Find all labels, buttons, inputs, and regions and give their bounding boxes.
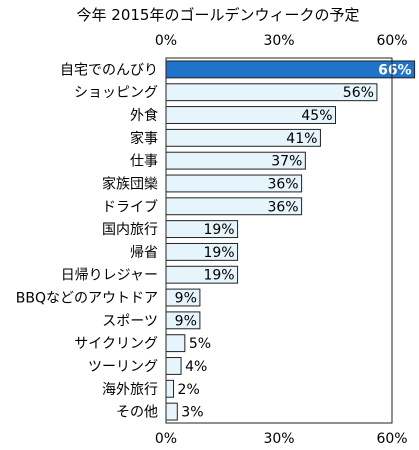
value-label: 9%: [175, 291, 197, 307]
value-label: 37%: [271, 154, 302, 170]
category-label: 日帰りレジャー: [61, 267, 158, 284]
x-tick-label: 0%: [155, 33, 177, 49]
category-label: ショッピング: [74, 85, 158, 101]
category-label: サイクリング: [74, 336, 158, 352]
bar: [165, 357, 182, 375]
x-tick-label: 30%: [263, 33, 294, 49]
x-tick-label: 60%: [376, 431, 407, 447]
x-tick-label: 30%: [263, 431, 294, 447]
value-label: 36%: [267, 199, 298, 215]
bar: [165, 402, 178, 421]
value-labels: 66%56% 45% 41% 37% 36% 36% 19% 19% 19% 9% 9% 5% 4% 2%…: [175, 62, 412, 420]
value-label: 5%: [189, 336, 211, 352]
value-label: 56%: [343, 85, 374, 101]
value-label: 4%: [185, 359, 207, 375]
category-label: BBQなどのアウトドア: [16, 291, 158, 307]
category-label: 海外旅行: [102, 382, 158, 398]
value-label: 19%: [203, 268, 234, 284]
value-label: 2%: [178, 382, 200, 398]
category-label: 自宅でのんびり: [60, 62, 158, 78]
value-label: 36%: [267, 176, 298, 192]
category-label: スポーツ: [102, 313, 158, 329]
value-label: 3%: [181, 405, 203, 421]
category-label: その他: [116, 405, 158, 421]
bar: [165, 334, 186, 353]
category-label: 家事: [130, 130, 158, 147]
bar: [165, 379, 175, 398]
value-label: 66%: [378, 62, 412, 78]
category-labels: 自宅でのんびりショッピング外食家事仕事家族団欒ドライブ国内旅行帰省日帰りレジャー…: [16, 62, 158, 420]
value-label: 19%: [203, 245, 234, 261]
category-label: 国内旅行: [102, 222, 158, 238]
category-label: ドライブ: [102, 198, 158, 215]
category-label: 帰省: [130, 244, 158, 261]
value-label: 9%: [175, 313, 197, 329]
value-label: 19%: [203, 222, 234, 238]
plot-frame: [165, 57, 393, 424]
category-label: 仕事: [130, 154, 158, 170]
x-tick-labels-bottom: 0% 30% 60%: [155, 431, 408, 447]
x-tick-label: 60%: [376, 33, 407, 49]
category-label: 家族団欒: [102, 175, 158, 192]
category-label: ツーリング: [88, 359, 158, 375]
value-label: 41%: [286, 131, 317, 147]
category-label: 外食: [130, 107, 158, 124]
plot-border: [165, 57, 393, 424]
value-label: 45%: [301, 108, 332, 124]
x-tick-labels-top: 0% 30% 60%: [155, 33, 408, 49]
x-tick-label: 0%: [155, 431, 177, 447]
chart-title: 今年 2015年のゴールデンウィークの予定: [77, 6, 360, 24]
